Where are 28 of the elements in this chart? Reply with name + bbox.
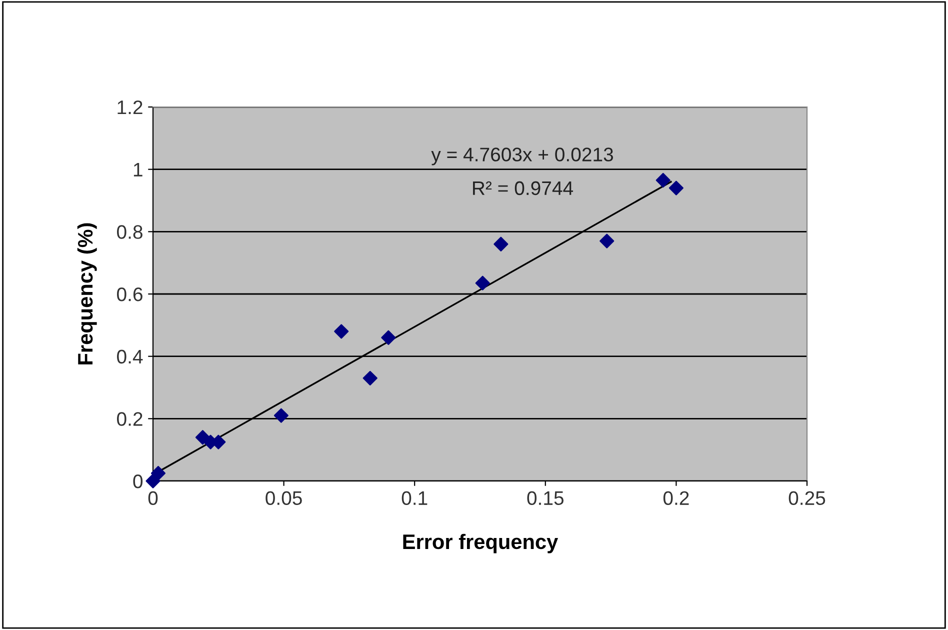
point [668,180,684,196]
y-tick-label: 0.2 [117,412,142,426]
annotation: y = 4.7603x + 0.0213 [431,148,614,166]
x-tick-label: 0.25 [788,491,826,506]
y-tick-label: 0 [133,474,143,488]
point [146,474,160,488]
y-tick-label: 1 [134,163,142,176]
point [494,236,508,252]
point [475,276,490,290]
x-tick-label: 0 [148,491,158,506]
y-tick-label: 0.6 [117,287,142,302]
point [600,234,614,248]
x-tick-label: 0.1 [402,491,428,506]
x-tick-label: 0.15 [527,491,564,506]
point [150,466,166,480]
annotation: R² = 0.9744 [473,181,574,196]
y-tick-label: 1.2 [118,100,142,114]
point [334,324,349,339]
x-tick-label: 0.05 [266,491,302,506]
point [381,330,396,345]
y-axis-title: Frequency (%) [77,223,97,364]
x-axis-title: Error frequency [403,534,558,554]
point [274,408,288,423]
y-tick-label: 0.8 [117,225,142,239]
x-tick-label: 0.2 [663,491,689,506]
point [362,370,378,386]
y-tick-label: 0.4 [117,350,143,364]
point [656,172,670,188]
